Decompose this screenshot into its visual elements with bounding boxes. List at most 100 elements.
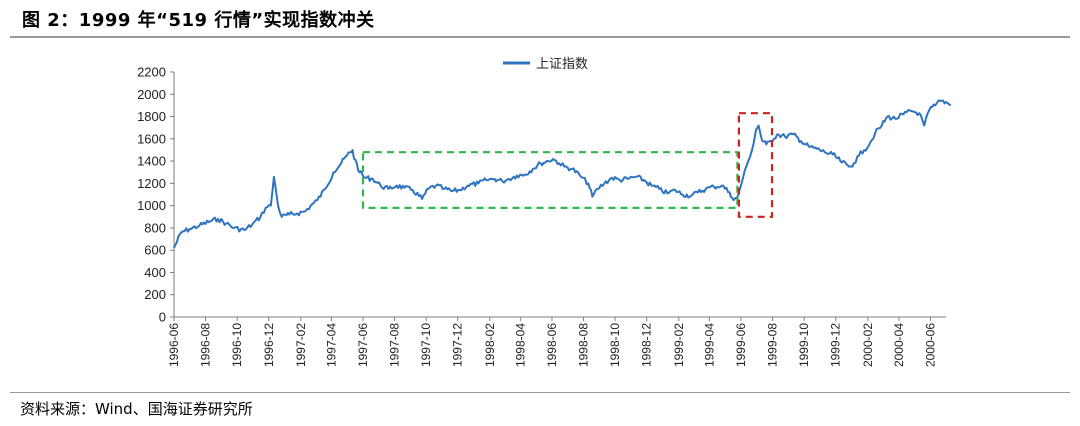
data-point <box>427 188 429 190</box>
x-tick-label: 1997-12 <box>451 323 465 367</box>
x-tick-label: 1999-10 <box>797 323 811 367</box>
data-point <box>412 189 414 191</box>
data-point <box>403 187 405 189</box>
data-point <box>839 160 841 162</box>
data-point <box>209 220 211 222</box>
data-point <box>666 192 668 194</box>
data-point <box>558 162 560 164</box>
x-tick-label: 1999-08 <box>766 323 780 367</box>
x-tick-label: 1998-10 <box>608 323 622 367</box>
data-point <box>939 100 941 102</box>
data-point <box>351 149 353 151</box>
x-tick-label: 2000-06 <box>923 323 937 367</box>
data-point <box>296 212 298 214</box>
data-point <box>387 188 389 190</box>
y-tick-label: 400 <box>144 265 166 280</box>
data-point <box>259 216 261 218</box>
data-point <box>874 132 876 134</box>
x-tick-label: 1998-08 <box>577 323 591 367</box>
data-point <box>881 124 883 126</box>
y-tick-label: 800 <box>144 220 166 235</box>
data-point <box>869 142 871 144</box>
x-tick-label: 1996-08 <box>199 323 213 367</box>
x-tick-label: 1996-06 <box>167 323 181 367</box>
data-point <box>243 229 245 231</box>
data-point <box>273 176 275 178</box>
data-point <box>603 182 605 184</box>
data-point <box>713 186 715 188</box>
y-tick-label: 1800 <box>137 109 166 124</box>
data-point <box>752 143 754 145</box>
data-point <box>658 188 660 190</box>
x-tick-label: 1998-02 <box>483 323 497 367</box>
data-point <box>815 148 817 150</box>
data-point <box>288 213 290 215</box>
y-tick-label: 1600 <box>137 131 166 146</box>
data-point <box>902 113 904 115</box>
data-point <box>674 189 676 191</box>
data-point <box>776 133 778 135</box>
data-point <box>733 199 735 201</box>
data-point <box>642 179 644 181</box>
data-point <box>188 228 190 230</box>
red-dashed-highlight-box <box>737 112 774 218</box>
data-point <box>792 133 794 135</box>
data-point <box>552 158 554 160</box>
data-point <box>894 118 896 120</box>
data-point <box>379 184 381 186</box>
x-tick-label: 2000-04 <box>892 323 906 367</box>
data-point <box>173 247 175 249</box>
data-point <box>742 177 744 179</box>
x-tick-label: 1996-10 <box>230 323 244 367</box>
data-point <box>524 173 526 175</box>
data-point <box>918 112 920 114</box>
data-point <box>340 162 342 164</box>
data-point <box>808 145 810 147</box>
data-point <box>539 162 541 164</box>
x-tick-label: 1997-08 <box>388 323 402 367</box>
data-point <box>705 188 707 190</box>
x-tick-label: 1999-06 <box>734 323 748 367</box>
data-point <box>395 184 397 186</box>
y-axis-ticks: 0 200 400 600 800 1000 1200 1400 1600 1800 2000 220… <box>137 65 174 325</box>
x-tick-label: 1998-12 <box>640 323 654 367</box>
data-point <box>761 140 763 142</box>
data-point <box>372 178 374 180</box>
y-tick-label: 1400 <box>137 154 166 169</box>
x-tick-label: 1997-10 <box>419 323 433 367</box>
data-point <box>281 216 283 218</box>
data-point <box>757 124 759 126</box>
data-point <box>277 207 279 209</box>
data-point <box>886 115 888 117</box>
data-point <box>493 178 495 180</box>
data-point <box>532 168 534 170</box>
data-point <box>508 178 510 180</box>
y-tick-label: 600 <box>144 243 166 258</box>
data-point <box>863 149 865 151</box>
data-point <box>591 196 593 198</box>
data-point <box>364 177 366 179</box>
data-point <box>264 207 266 209</box>
figure-title: 图 2：1999 年“519 行情”实现指数冲关 <box>22 10 375 31</box>
y-tick-label: 200 <box>144 287 166 302</box>
x-tick-label: 1996-12 <box>262 323 276 367</box>
series-layer <box>173 99 952 249</box>
data-point <box>945 101 947 103</box>
y-tick-label: 1000 <box>137 198 166 213</box>
data-point <box>858 154 860 156</box>
data-point <box>579 174 581 176</box>
x-tick-label: 1998-04 <box>513 323 527 367</box>
data-point <box>346 154 348 156</box>
data-point <box>198 225 200 227</box>
x-axis-ticks: 1996-06 1996-08 1996-10 1996-12 1997-02 1997-… <box>167 317 937 367</box>
data-point <box>516 174 518 176</box>
data-point <box>765 143 767 145</box>
data-point <box>451 190 453 192</box>
data-point <box>824 151 826 153</box>
data-point <box>784 135 786 137</box>
data-point <box>650 184 652 186</box>
data-point <box>421 198 423 200</box>
data-point <box>304 210 306 212</box>
data-point <box>728 191 730 193</box>
